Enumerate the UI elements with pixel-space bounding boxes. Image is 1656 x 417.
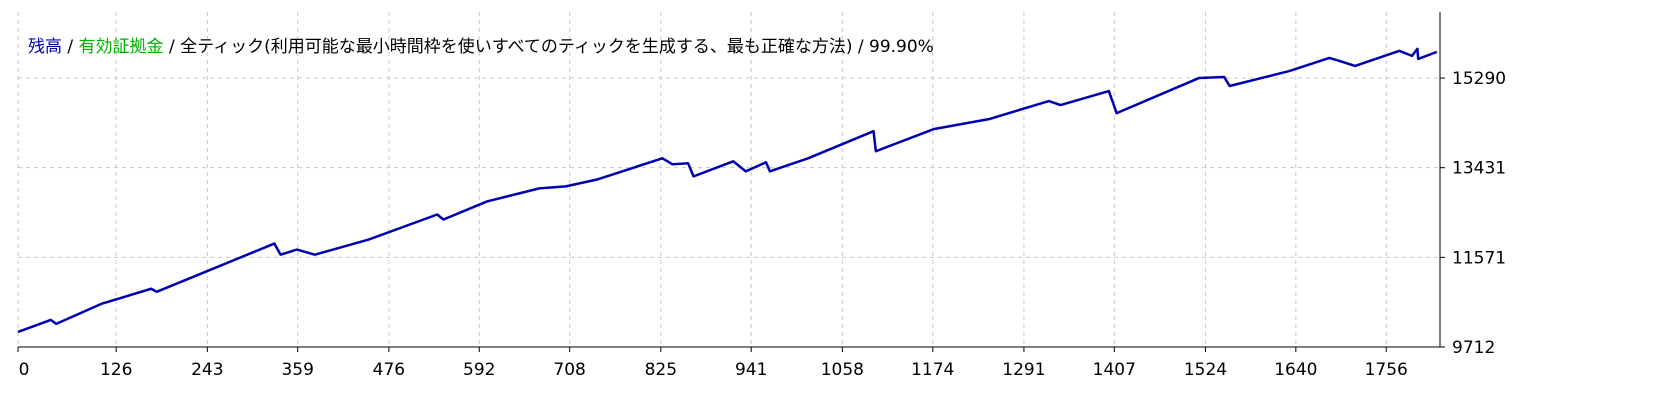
legend-entry: 有効証拠金	[79, 37, 164, 57]
separator: /	[164, 37, 181, 57]
x-tick-label: 1524	[1184, 360, 1227, 380]
chart-title: 残高 / 有効証拠金 / 全ティック(利用可能な最小時間枠を使いすべてのティック…	[28, 36, 934, 57]
x-tick-label: 476	[373, 360, 405, 380]
x-tick-label: 1291	[1002, 360, 1045, 380]
x-tick-label: 592	[463, 360, 495, 380]
line-series	[17, 47, 1438, 334]
y-tick-label: 9712	[1452, 338, 1495, 358]
x-tick-label: 1407	[1093, 360, 1136, 380]
subtitle: 全ティック(利用可能な最小時間枠を使いすべてのティックを生成する、最も正確な方法…	[180, 36, 852, 57]
quality: 99.90%	[869, 37, 934, 57]
x-tick-label: 126	[100, 360, 132, 380]
x-tick-label: 1058	[821, 360, 864, 380]
x-tick-label: 1756	[1365, 360, 1408, 380]
x-tick-label: 1640	[1274, 360, 1317, 380]
x-tick-label: 708	[553, 360, 585, 380]
grid	[17, 12, 1440, 348]
separator: /	[852, 37, 869, 57]
x-tick-label: 825	[645, 360, 677, 380]
x-tick-label: 243	[191, 360, 223, 380]
separator: /	[62, 37, 79, 57]
x-tick-label: 1174	[911, 360, 954, 380]
x-tick-label: 359	[281, 360, 313, 380]
y-tick-label: 13431	[1452, 159, 1506, 179]
x-tick-label: 0	[19, 360, 30, 380]
legend-entry: 残高	[28, 37, 62, 57]
y-tick-label: 11571	[1452, 248, 1506, 268]
x-tick-label: 941	[735, 360, 767, 380]
y-tick-label: 15290	[1452, 69, 1506, 89]
